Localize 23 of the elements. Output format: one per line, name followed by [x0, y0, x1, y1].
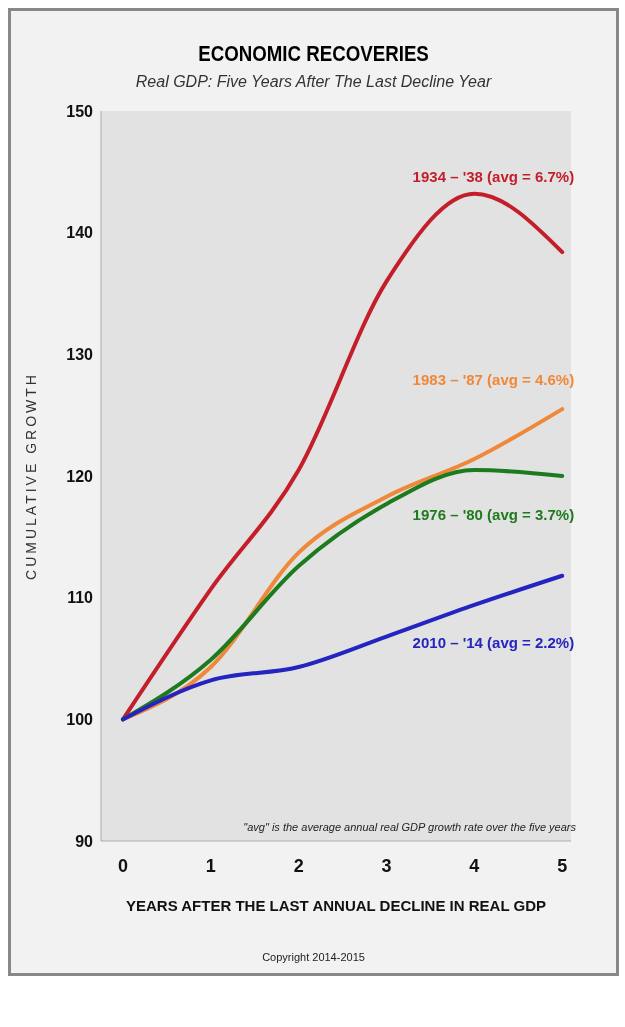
x-tick-label: 0	[117, 855, 128, 876]
text: Copyright 2014-2015	[261, 951, 366, 963]
y-tick-label: 100	[66, 711, 94, 729]
y-tick-label: 140	[66, 224, 94, 242]
y-axis-title: CUMULATIVE GROWTH	[22, 372, 39, 580]
x-tick-label: 3	[381, 855, 392, 876]
chart-subtitle: Real GDP: Five Years After The Last Decline Year	[134, 73, 493, 91]
y-tick-label: 110	[67, 589, 94, 607]
x-tick-label: 5	[557, 855, 568, 876]
annotation: "avg" is the average annual real GDP growth rate over the five years	[243, 821, 576, 833]
series-label: 1934 – '38 (avg = 6.7%)	[412, 168, 575, 186]
y-tick-label: 120	[66, 467, 94, 485]
x-tick-label: 2	[293, 855, 304, 876]
y-tick-label: 150	[66, 102, 94, 120]
y-tick-label: 130	[66, 346, 94, 364]
y-tick-label: 90	[75, 832, 94, 850]
x-axis-title: YEARS AFTER THE LAST ANNUAL DECLINE IN REAL GDP	[125, 897, 547, 914]
series-label: 1976 – '80 (avg = 3.7%)	[412, 506, 575, 523]
x-tick-label: 4	[469, 855, 480, 876]
series-label: 1983 – '87 (avg = 4.6%)	[412, 371, 575, 389]
series-label: 2010 – '14 (avg = 2.2%)	[412, 633, 575, 651]
x-tick-label: 1	[205, 855, 216, 876]
chart-title: ECONOMIC RECOVERIES	[197, 41, 430, 67]
